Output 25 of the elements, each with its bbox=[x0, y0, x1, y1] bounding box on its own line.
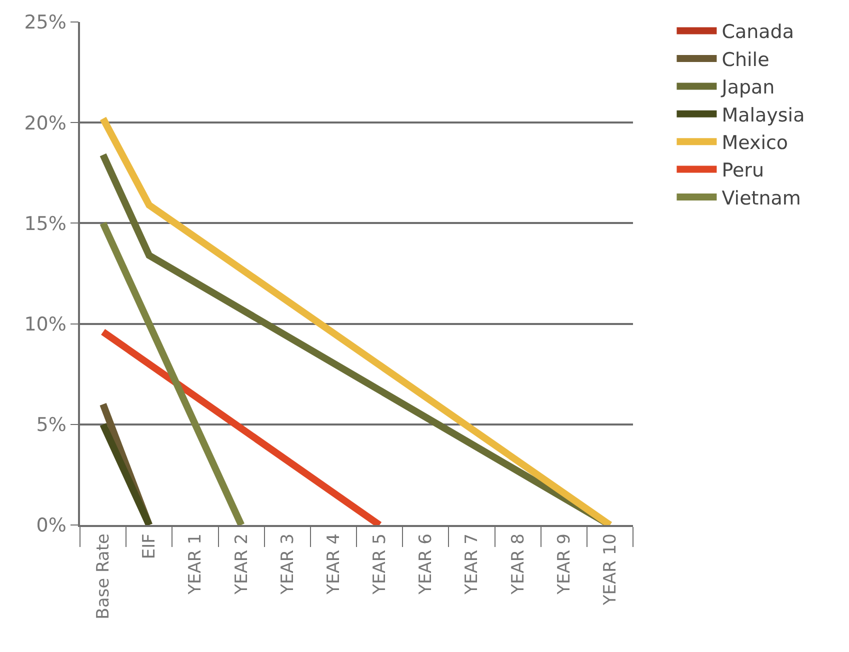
x-tick-label: YEAR 2 bbox=[232, 534, 252, 596]
x-tick-label: YEAR 1 bbox=[186, 534, 206, 596]
legend-label: Chile bbox=[722, 48, 770, 71]
legend-label: Mexico bbox=[722, 132, 788, 154]
x-tick-label: YEAR 7 bbox=[462, 534, 482, 596]
y-tick-label: 5% bbox=[36, 414, 66, 436]
legend-label: Malaysia bbox=[722, 104, 805, 126]
legend-label: Peru bbox=[722, 160, 764, 182]
x-tick-label: YEAR 4 bbox=[324, 534, 344, 596]
x-tick-label: YEAR 5 bbox=[370, 534, 390, 596]
x-tick-label: YEAR 8 bbox=[508, 534, 528, 596]
x-tick-label: EIF bbox=[140, 534, 160, 560]
y-tick-label: 15% bbox=[24, 212, 66, 235]
y-tick-label: 20% bbox=[24, 112, 66, 134]
y-tick-label: 10% bbox=[24, 313, 66, 336]
x-tick-label: YEAR 9 bbox=[554, 534, 574, 596]
legend-label: Vietnam bbox=[722, 187, 801, 210]
x-tick-label: Base Rate bbox=[94, 534, 114, 620]
legend-label: Japan bbox=[720, 76, 775, 99]
legend-label: Canada bbox=[722, 21, 794, 44]
y-tick-label: 0% bbox=[36, 514, 66, 537]
y-tick-label: 25% bbox=[24, 12, 66, 34]
x-tick-label: YEAR 3 bbox=[278, 534, 298, 596]
x-tick-label: YEAR 6 bbox=[416, 534, 436, 596]
x-tick-label: YEAR 10 bbox=[600, 534, 620, 606]
